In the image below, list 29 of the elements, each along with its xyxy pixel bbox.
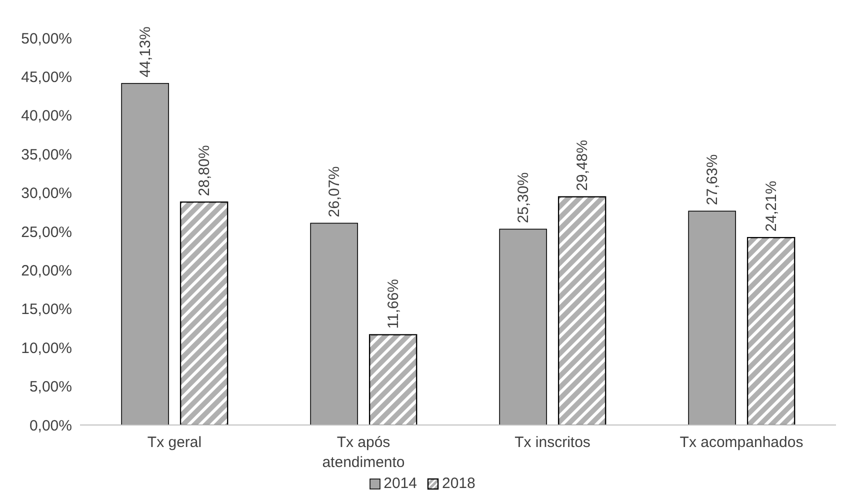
- x-tick-label: Tx acompanhados: [680, 434, 804, 451]
- x-tick-label: Tx geral: [147, 434, 202, 451]
- bar: [121, 83, 169, 425]
- y-tick-label: 45,00%: [21, 69, 72, 86]
- legend-label: 2014: [382, 475, 417, 492]
- y-tick-label: 10,00%: [21, 340, 72, 357]
- y-tick-label: 5,00%: [29, 378, 72, 396]
- y-tick-label: 50,00%: [21, 30, 72, 48]
- data-label: 26,07%: [326, 166, 344, 218]
- data-label: 27,63%: [704, 154, 722, 206]
- data-label: 25,30%: [515, 172, 532, 224]
- y-tick-label: 40,00%: [21, 108, 72, 125]
- y-tick-label: 0,00%: [29, 417, 72, 434]
- x-tick-label: Tx inscritos: [514, 434, 590, 451]
- y-tick-label: 30,00%: [21, 185, 72, 202]
- y-tick-label: 15,00%: [21, 301, 72, 318]
- data-label: 44,13%: [137, 26, 154, 78]
- y-tick-label: 20,00%: [21, 262, 72, 280]
- data-label: 11,66%: [385, 278, 402, 329]
- y-tick-label: 35,00%: [21, 146, 72, 164]
- legend-label: 2018: [441, 475, 476, 492]
- data-label: 24,21%: [763, 180, 780, 232]
- y-tick-label: 25,00%: [21, 224, 72, 241]
- data-label: 29,48%: [574, 140, 592, 191]
- bar: [688, 210, 736, 425]
- bar: [310, 222, 358, 425]
- x-tick-label: Tx após atendimento: [322, 434, 405, 471]
- data-label: 28,80%: [196, 145, 214, 196]
- bar: [499, 228, 547, 425]
